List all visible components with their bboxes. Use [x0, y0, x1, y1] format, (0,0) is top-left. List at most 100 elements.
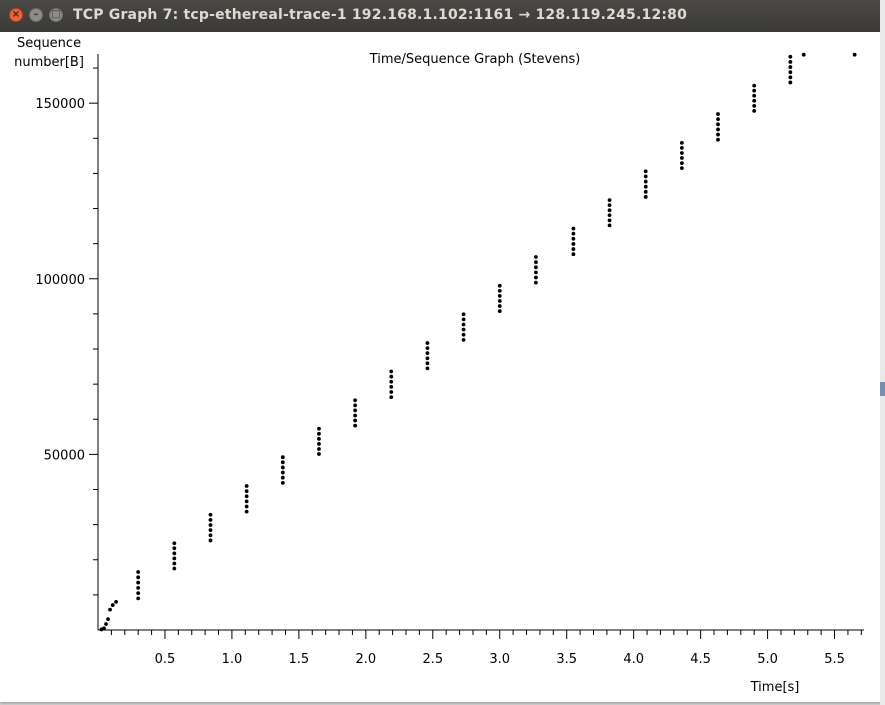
data-point [208, 533, 213, 538]
data-point [679, 161, 684, 165]
x-tick-label: 1.0 [222, 652, 243, 667]
data-point [317, 436, 321, 441]
data-point [244, 489, 249, 494]
data-point [136, 580, 141, 585]
x-tick-label: 4.5 [690, 652, 711, 667]
maximize-icon: □ [51, 9, 61, 20]
data-point [280, 460, 285, 465]
close-button[interactable]: × [9, 8, 23, 22]
data-point [788, 80, 793, 85]
data-point [389, 379, 394, 384]
data-point [534, 255, 538, 259]
data-point [607, 218, 612, 223]
data-point [353, 398, 358, 403]
data-point [752, 93, 757, 98]
background-window-edge [880, 0, 885, 705]
data-point [425, 366, 430, 371]
data-point [425, 346, 430, 351]
data-point [244, 504, 249, 509]
data-point [425, 351, 430, 356]
x-axis-label: Time[s] [750, 680, 800, 695]
data-point [280, 470, 285, 475]
data-point [317, 447, 321, 451]
time-sequence-chart[interactable]: Time/Sequence Graph (Stevens) Sequence n… [0, 32, 880, 702]
data-point [534, 270, 538, 275]
data-point [788, 54, 793, 59]
data-point [716, 112, 720, 116]
data-point [353, 423, 358, 428]
x-tick-label: 1.5 [289, 652, 310, 667]
data-point [571, 226, 576, 231]
data-point [110, 603, 115, 607]
data-point [389, 390, 394, 394]
data-point [136, 591, 141, 596]
data-point [571, 252, 576, 257]
data-point [208, 523, 213, 527]
data-point [244, 494, 249, 499]
data-point [172, 541, 177, 546]
data-point [534, 260, 538, 265]
y-axis-label-line2: number[B] [14, 55, 84, 70]
data-point [102, 626, 106, 631]
data-point [172, 566, 177, 571]
data-point [716, 117, 720, 122]
x-tick-label: 5.5 [824, 652, 845, 667]
y-tick-label: 150000 [35, 97, 85, 112]
data-point [280, 455, 285, 460]
data-point [716, 127, 720, 132]
data-point [752, 88, 757, 93]
data-point [317, 426, 321, 431]
data-point [607, 213, 612, 218]
data-point [607, 203, 612, 208]
data-point [679, 151, 684, 155]
axis-ticks: 0.5 1.0 1.5 2.0 2.5 3.0 3.5 4.0 4.5 5.0 5.5 50000 10… [35, 67, 862, 667]
x-tick-label: 0.5 [155, 652, 176, 667]
data-point [571, 242, 576, 246]
data-point [643, 179, 648, 184]
data-point [752, 103, 757, 108]
data-point [317, 442, 321, 446]
data-point [280, 480, 285, 485]
window-titlebar[interactable]: × – □ TCP Graph 7: tcp-ethereal-trace-1 … [0, 0, 880, 32]
data-point [280, 465, 285, 470]
data-point [716, 122, 720, 127]
data-point [208, 538, 213, 543]
data-point [607, 198, 612, 203]
data-point [172, 551, 177, 556]
data-point [208, 512, 213, 517]
data-point [534, 275, 538, 280]
data-point [208, 518, 213, 522]
data-point [643, 174, 648, 179]
x-tick-label: 2.5 [422, 652, 443, 667]
data-point [172, 561, 177, 566]
data-point [643, 195, 648, 199]
data-point [317, 452, 321, 456]
data-point [497, 299, 502, 303]
data-point [172, 556, 177, 561]
data-point [353, 418, 358, 423]
data-point [425, 356, 430, 361]
data-point [136, 596, 141, 601]
graph-area[interactable]: Time/Sequence Graph (Stevens) Sequence n… [0, 32, 880, 702]
data-point [106, 617, 110, 622]
data-point [571, 236, 576, 241]
data-point [643, 184, 648, 189]
data-point [461, 332, 466, 337]
data-point [788, 70, 793, 75]
maximize-button[interactable]: □ [49, 8, 63, 22]
data-point [136, 585, 141, 590]
x-tick-label: 3.5 [556, 652, 577, 667]
data-point [534, 265, 538, 270]
data-point [679, 146, 684, 150]
minimize-button[interactable]: – [29, 8, 43, 22]
data-point [497, 283, 502, 288]
data-points [99, 52, 857, 632]
window-title: TCP Graph 7: tcp-ethereal-trace-1 192.16… [73, 7, 688, 23]
data-point [114, 600, 118, 604]
y-tick-label: 50000 [44, 448, 85, 463]
data-point [353, 413, 358, 418]
data-point [389, 369, 394, 374]
data-point [571, 247, 576, 251]
data-point [607, 223, 612, 228]
data-point [497, 294, 502, 298]
